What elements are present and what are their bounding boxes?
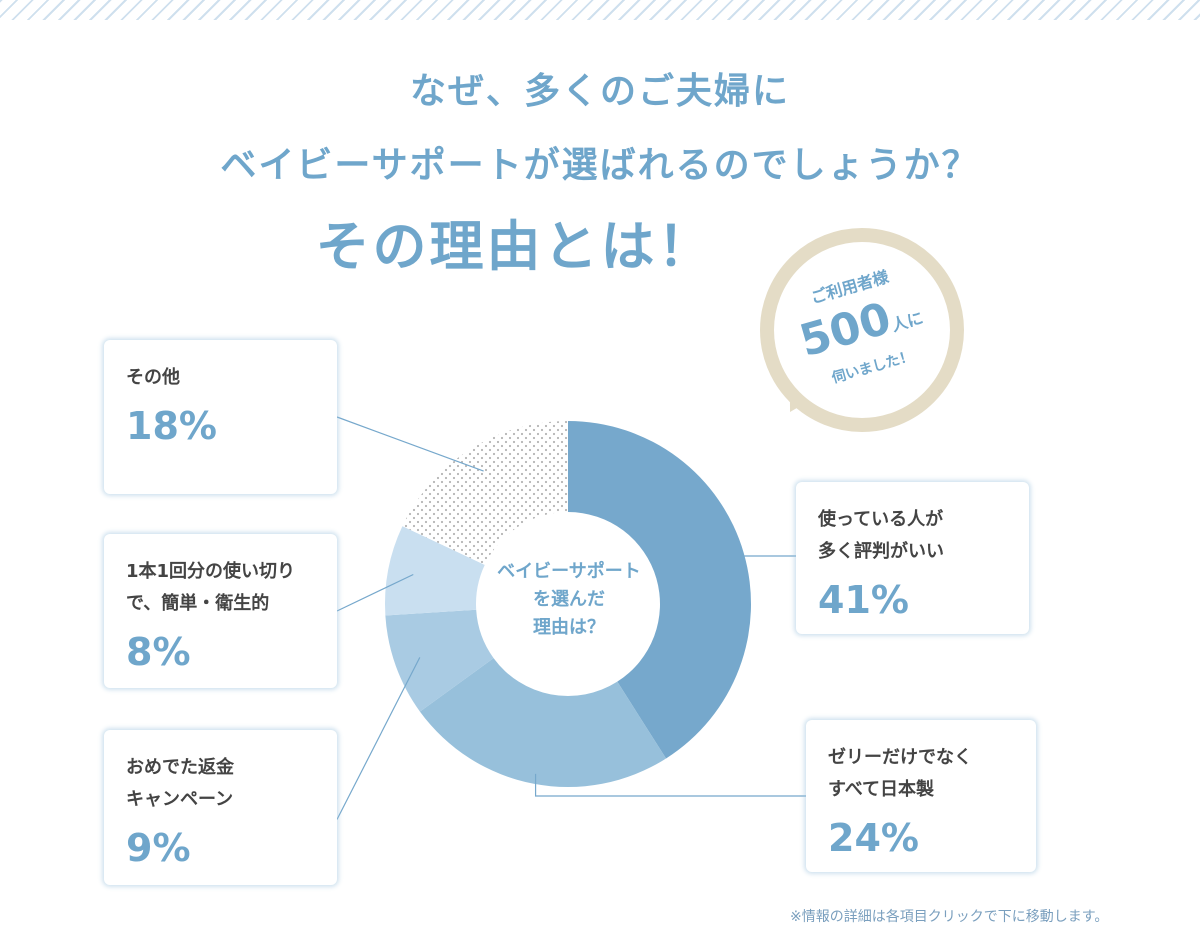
reason-label: おめでた返金 キャンペーン	[126, 757, 234, 810]
reason-card-other[interactable]: その他 18%	[104, 340, 337, 494]
reason-label: ゼリーだけでなく すべて日本製	[828, 747, 972, 800]
chart-center-label: ベイビーサポート を選んだ 理由は？	[497, 561, 641, 638]
footnote: ※情報の詳細は各項目クリックで下に移動します。	[790, 909, 1109, 925]
heading-main: その理由とは！	[315, 215, 715, 278]
reason-percent: 9%	[126, 826, 191, 870]
donut-slice-refund-campaign[interactable]	[385, 609, 494, 712]
heading-line-2: ベイビーサポートが選ばれるのでしょうか？	[220, 145, 980, 186]
survey-badge: ご利用者様 500人に 伺いました！	[760, 228, 964, 432]
decorative-stripe-border	[0, 0, 1200, 20]
reason-percent: 8%	[126, 630, 191, 674]
reason-percent: 41%	[818, 578, 909, 622]
reason-label: 使っている人が 多く評判がいい	[818, 509, 944, 562]
reason-card-refund-campaign[interactable]: おめでた返金 キャンペーン 9%	[104, 730, 337, 885]
reason-card-reputation[interactable]: 使っている人が 多く評判がいい 41%	[796, 482, 1029, 634]
leader-line-refund-campaign	[336, 657, 421, 820]
donut-slice-made-in-japan[interactable]	[419, 658, 667, 787]
reason-label: その他	[126, 367, 180, 388]
reason-percent: 24%	[828, 816, 919, 860]
leader-line-made-in-japan	[534, 773, 806, 797]
reason-percent: 18%	[126, 404, 217, 448]
donut-slice-single-use[interactable]	[385, 526, 485, 616]
leader-line-single-use	[336, 573, 414, 612]
reason-label: 1本1回分の使い切り で、簡単・衛生的	[126, 561, 296, 614]
donut-slice-reputation[interactable]	[568, 421, 751, 759]
donut-slice-other[interactable]	[402, 421, 568, 565]
reason-card-single-use[interactable]: 1本1回分の使い切り で、簡単・衛生的 8%	[104, 534, 337, 688]
leader-line-other	[336, 416, 484, 472]
heading-line-1: なぜ、多くのご夫婦に	[409, 71, 790, 112]
reason-card-made-in-japan[interactable]: ゼリーだけでなく すべて日本製 24%	[806, 720, 1036, 872]
